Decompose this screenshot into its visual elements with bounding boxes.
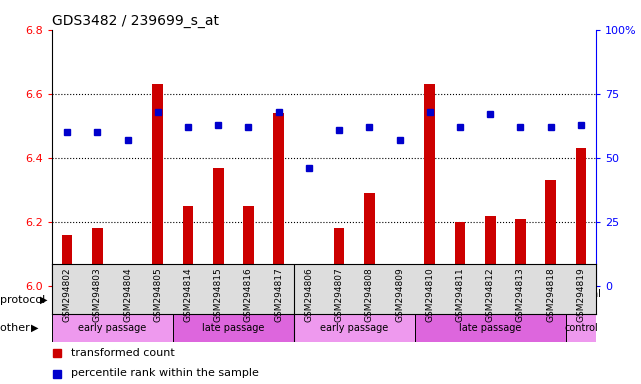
Bar: [173, 314, 294, 342]
Bar: [122, 267, 133, 286]
Text: ▶: ▶: [40, 295, 47, 305]
Bar: [545, 180, 556, 286]
Text: late passage: late passage: [202, 323, 265, 333]
Text: GSM294802: GSM294802: [63, 268, 72, 322]
Text: GSM294807: GSM294807: [335, 268, 344, 323]
Text: other: other: [0, 323, 33, 333]
Text: late passage: late passage: [459, 323, 521, 333]
Bar: [213, 167, 224, 286]
Text: early passage: early passage: [78, 323, 147, 333]
Bar: [62, 235, 72, 286]
Bar: [415, 314, 566, 342]
Bar: [153, 84, 163, 286]
Bar: [243, 206, 254, 286]
Bar: [294, 314, 415, 342]
Text: parental
control: parental control: [560, 289, 601, 311]
Bar: [92, 228, 103, 286]
Text: control: control: [564, 323, 598, 333]
Text: GSM294806: GSM294806: [304, 268, 313, 323]
Text: protocol: protocol: [0, 295, 49, 305]
Bar: [183, 206, 194, 286]
Bar: [52, 314, 173, 342]
Bar: [334, 228, 344, 286]
Text: GSM294809: GSM294809: [395, 268, 404, 323]
Text: percentile rank within the sample: percentile rank within the sample: [71, 369, 259, 379]
Text: XIAP depletion: XIAP depletion: [394, 295, 465, 305]
Bar: [52, 286, 294, 314]
Text: GSM294810: GSM294810: [425, 268, 435, 323]
Bar: [515, 219, 526, 286]
Bar: [364, 193, 374, 286]
Bar: [273, 113, 284, 286]
Text: GSM294817: GSM294817: [274, 268, 283, 323]
Text: ▶: ▶: [31, 323, 38, 333]
Text: GDS3482 / 239699_s_at: GDS3482 / 239699_s_at: [52, 13, 219, 28]
Bar: [566, 286, 596, 314]
Bar: [485, 215, 495, 286]
Text: GSM294812: GSM294812: [486, 268, 495, 322]
Text: GSM294803: GSM294803: [93, 268, 102, 323]
Bar: [394, 267, 405, 286]
Bar: [576, 148, 586, 286]
Text: GSM294805: GSM294805: [153, 268, 162, 323]
Bar: [454, 222, 465, 286]
Text: GSM294816: GSM294816: [244, 268, 253, 323]
Text: GSM294813: GSM294813: [516, 268, 525, 323]
Text: GSM294819: GSM294819: [576, 268, 585, 323]
Bar: [424, 84, 435, 286]
Text: GSM294808: GSM294808: [365, 268, 374, 323]
Bar: [294, 286, 566, 314]
Text: transformed count: transformed count: [71, 348, 175, 358]
Text: early passage: early passage: [320, 323, 388, 333]
Text: GSM294811: GSM294811: [456, 268, 465, 323]
Text: lucifiearse control: lucifiearse control: [129, 295, 217, 305]
Bar: [566, 314, 596, 342]
Text: GSM294818: GSM294818: [546, 268, 555, 323]
Bar: [304, 283, 314, 286]
Text: GSM294804: GSM294804: [123, 268, 132, 322]
Text: GSM294815: GSM294815: [213, 268, 222, 323]
Text: GSM294814: GSM294814: [183, 268, 192, 322]
